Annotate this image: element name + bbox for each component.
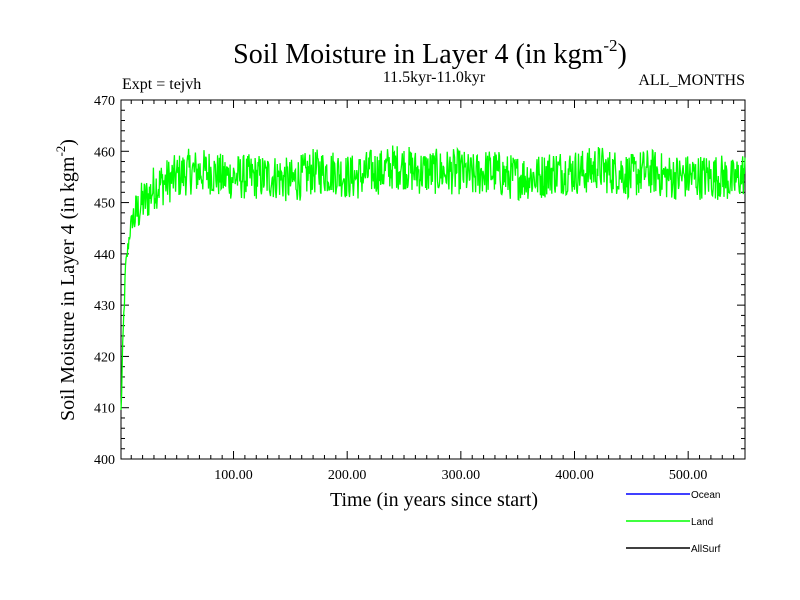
legend-label-ocean: Ocean bbox=[691, 490, 720, 501]
chart-title: Soil Moisture in Layer 4 (in kgm-2) bbox=[233, 36, 627, 70]
y-tick-label: 450 bbox=[94, 197, 115, 212]
x-tick-label: 100.00 bbox=[214, 468, 253, 483]
x-tick-label: 400.00 bbox=[555, 468, 594, 483]
y-tick-label: 400 bbox=[94, 453, 115, 468]
x-tick-label: 300.00 bbox=[442, 468, 481, 483]
period-label: 11.5kyr-11.0kyr bbox=[383, 69, 486, 86]
plot-frame bbox=[120, 99, 746, 460]
legend-label-allsurf: AllSurf bbox=[691, 544, 721, 555]
experiment-label: Expt = tejvh bbox=[122, 76, 201, 93]
x-tick-label: 200.00 bbox=[328, 468, 367, 483]
axis-ticks: 400 410 420 430 440 450 460 470 100.00 200.00 300.… bbox=[94, 94, 745, 483]
y-tick-label: 420 bbox=[94, 350, 115, 365]
y-tick-label: 470 bbox=[94, 94, 115, 109]
y-tick-label: 440 bbox=[94, 248, 115, 263]
series-land bbox=[120, 145, 746, 411]
y-tick-label: 460 bbox=[94, 145, 115, 160]
months-label: ALL_MONTHS bbox=[638, 72, 745, 89]
legend-label-land: Land bbox=[691, 517, 713, 528]
y-tick-label: 410 bbox=[94, 402, 115, 417]
y-tick-label: 430 bbox=[94, 299, 115, 314]
legend: Ocean Land AllSurf bbox=[626, 490, 721, 555]
y-axis-label: Soil Moisture in Layer 4 (in kgm-2) bbox=[53, 139, 79, 421]
x-axis-label: Time (in years since start) bbox=[330, 489, 538, 511]
series-line-land bbox=[120, 145, 746, 411]
x-tick-label: 500.00 bbox=[669, 468, 708, 483]
